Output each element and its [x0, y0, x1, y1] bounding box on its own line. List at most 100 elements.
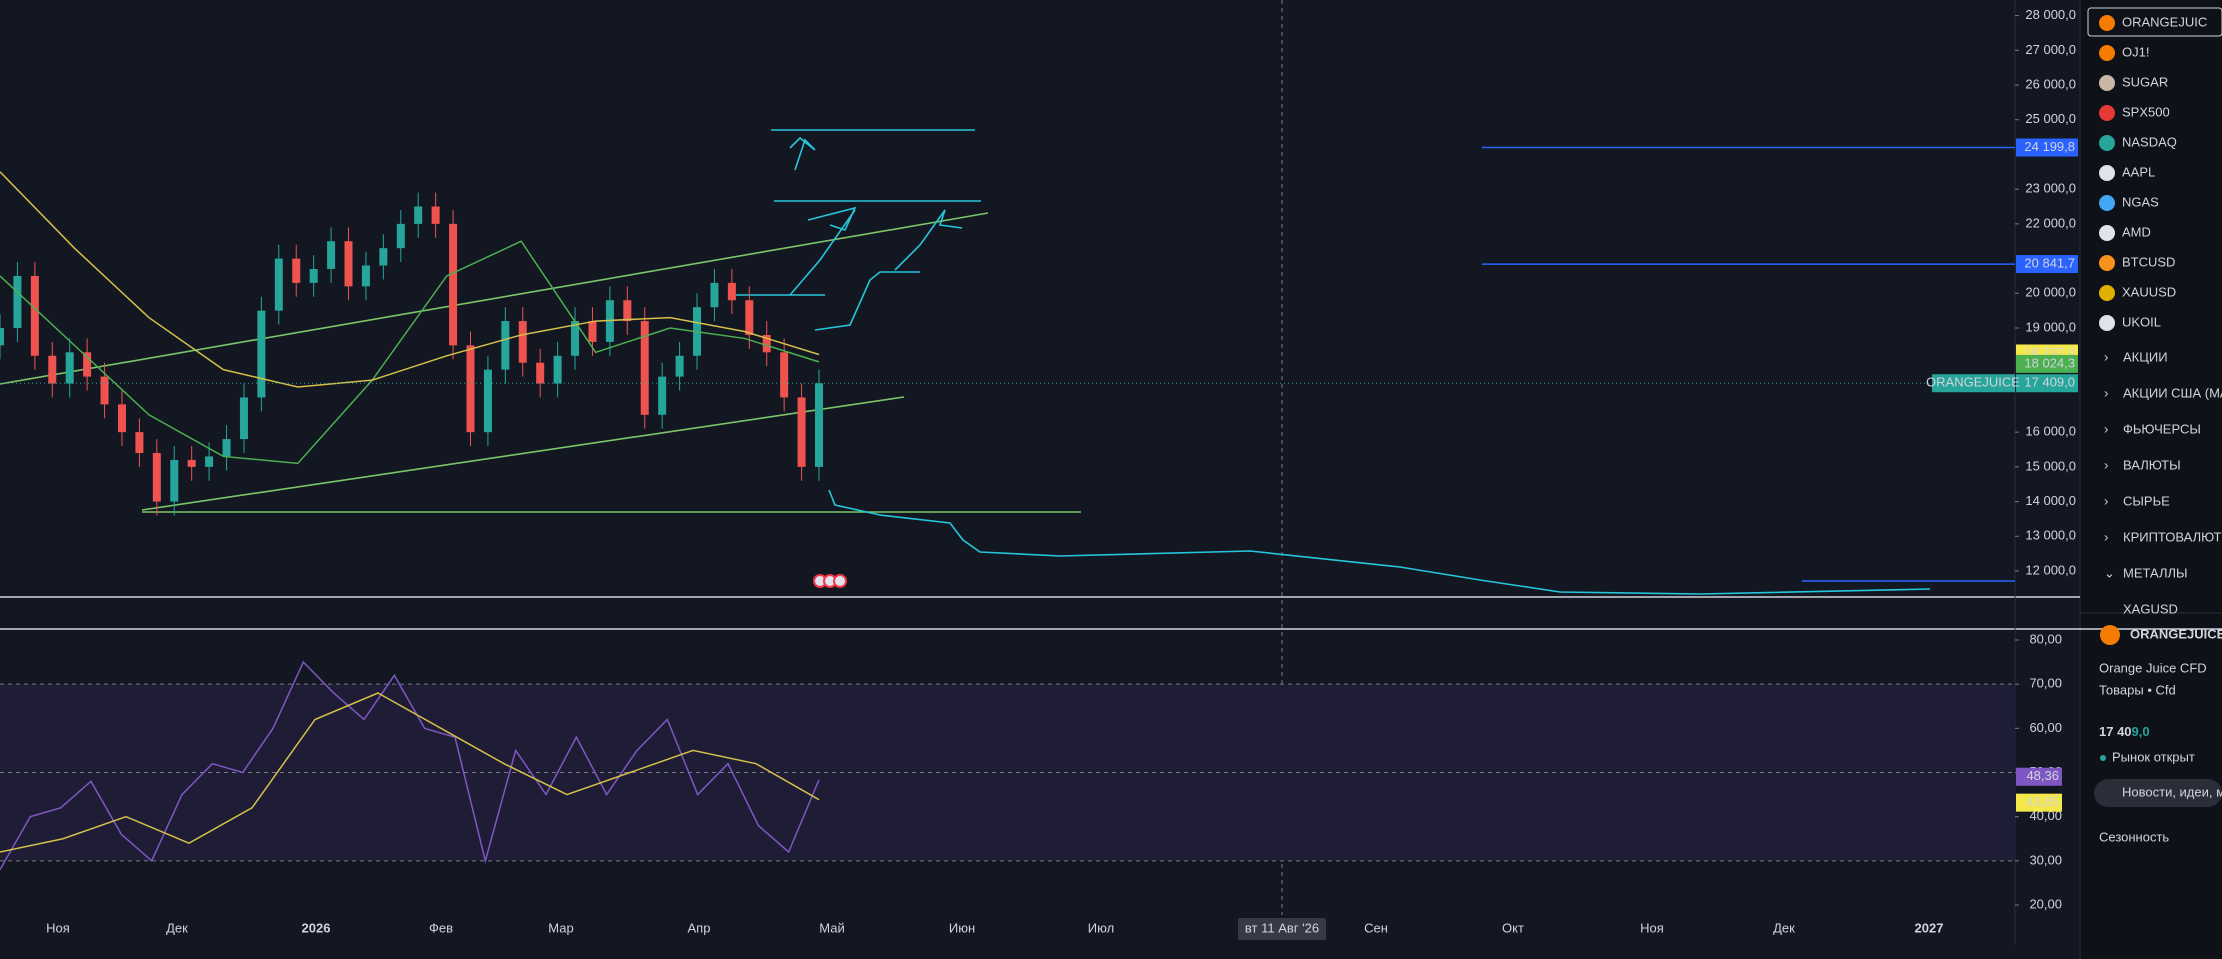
symbol-icon	[2099, 165, 2115, 181]
news-button[interactable]	[2094, 779, 2222, 807]
candle-body	[518, 321, 527, 363]
symbol-icon	[2099, 255, 2115, 271]
rsi-tag-label: 43,85	[2026, 794, 2059, 809]
candle-body	[414, 206, 423, 224]
candle-body	[309, 269, 318, 283]
section-item[interactable]: МЕТАЛЛЫ	[2123, 565, 2188, 580]
symbol-icon	[2099, 45, 2115, 61]
news-label: Новости, идеи, м	[2122, 784, 2222, 799]
detail-symbol: ORANGEJUICE	[2130, 626, 2222, 641]
watchlist-item: SPX500	[2122, 104, 2170, 119]
price-label: 27 000,0	[2025, 42, 2076, 57]
trendline	[0, 212, 989, 385]
candle-body	[483, 369, 492, 433]
watchlist-item: NGAS	[2122, 194, 2159, 209]
price-tag	[2016, 374, 2078, 393]
candle-body	[239, 397, 248, 440]
candle-body	[588, 321, 597, 342]
watchlist-item: AMD	[2122, 224, 2151, 239]
event-icon[interactable]	[833, 574, 847, 588]
candle-body	[675, 355, 684, 377]
section-item[interactable]: ФЬЮЧЕРСЫ	[2123, 421, 2201, 436]
price-label: 26 000,0	[2025, 76, 2076, 91]
detail-status: Рынок открыт	[2112, 749, 2195, 764]
price-tag	[2016, 354, 2078, 373]
selected-row	[2087, 7, 2222, 37]
symbol-icon	[2099, 15, 2115, 31]
candle-body	[48, 355, 57, 384]
candle-body	[396, 223, 405, 249]
section-arrow: ⌄	[2104, 565, 2115, 580]
time-label: Май	[819, 920, 844, 935]
detail-price: 17 409,0	[2099, 724, 2150, 739]
time-label: 2027	[1915, 920, 1944, 935]
candle-body	[501, 321, 510, 370]
candle-body	[815, 383, 823, 467]
candle-body	[431, 206, 440, 224]
watchlist-item: BTCUSD	[2122, 254, 2175, 269]
time-label: Дек	[166, 920, 188, 935]
ma-fast	[0, 240, 820, 465]
rsi-label: 60,00	[2029, 720, 2062, 735]
rsi-label: 20,00	[2029, 896, 2062, 911]
candle-body	[640, 321, 649, 415]
watchlist-item: XAUUSD	[2122, 284, 2176, 299]
symbol-icon	[2099, 285, 2115, 301]
time-label: Окт	[1502, 920, 1524, 935]
price-label: 22 000,0	[2025, 215, 2076, 230]
detail-seasonality: Сезонность	[2099, 829, 2169, 844]
status-dot	[2100, 755, 2106, 761]
symbol-icon	[2099, 315, 2115, 331]
candle-body	[327, 241, 336, 270]
level-label: 24 199,8	[2024, 139, 2075, 154]
section-item[interactable]: СЫРЬЕ	[2123, 493, 2170, 508]
price-tag-label: 18 024,3	[2024, 355, 2075, 370]
price-label: 16 000,0	[2025, 424, 2076, 439]
rsi-band	[0, 684, 2015, 861]
price-label: 12 000,0	[2025, 562, 2076, 577]
rsi-label: 80,00	[2029, 631, 2062, 646]
section-item[interactable]: АКЦИИ США (МАМО	[2123, 385, 2222, 400]
rsi-label: 70,00	[2029, 676, 2062, 691]
section-item[interactable]: КРИПТОВАЛЮТЫ	[2123, 529, 2222, 544]
section-item[interactable]: АКЦИИ	[2123, 349, 2168, 364]
rsi-line	[0, 660, 820, 871]
symbol-icon	[2099, 225, 2115, 241]
projection-curve	[828, 489, 1931, 595]
level-tag	[2016, 138, 2078, 157]
price-label: 14 000,0	[2025, 493, 2076, 508]
watchlist-item: ORANGEJUIC	[2122, 14, 2207, 29]
candle-body	[222, 439, 231, 457]
candle-body	[30, 275, 39, 356]
rsi-tag-label: 48,36	[2026, 768, 2059, 783]
symbol-icon	[2100, 625, 2120, 645]
candle-body	[135, 432, 144, 453]
candle-body	[623, 300, 632, 322]
section-arrow: ›	[2104, 529, 2108, 544]
candle-body	[571, 321, 580, 356]
candle-body	[762, 334, 771, 353]
candle-body	[449, 223, 458, 346]
section-item[interactable]: ВАЛЮТЫ	[2123, 457, 2181, 472]
candle-body	[466, 345, 475, 433]
rsi-tag	[2016, 793, 2062, 812]
price-tag-label: 17 409,0	[2024, 375, 2075, 390]
crosshair-tag	[1238, 918, 1326, 940]
candle-body	[797, 397, 806, 467]
section-item[interactable]: XAGUSD	[2123, 601, 2178, 616]
candle-body	[536, 362, 545, 384]
section-arrow: ›	[2104, 457, 2108, 472]
watchlist-item: UKOIL	[2122, 314, 2161, 329]
watchlist-item: OJ1!	[2122, 44, 2149, 59]
rsi-tag	[2016, 767, 2062, 786]
price-label: 15 000,0	[2025, 458, 2076, 473]
symbol-icon	[2099, 105, 2115, 121]
level-tag	[2016, 255, 2078, 274]
section-arrow: ›	[2104, 385, 2108, 400]
crosshair-label: вт 11 Авг '26	[1245, 920, 1319, 935]
candle-body	[553, 355, 562, 384]
candle-body	[727, 282, 736, 301]
symbol-icon	[2099, 195, 2115, 211]
detail-name: Orange Juice CFD	[2099, 660, 2207, 675]
drawings	[0, 129, 2015, 595]
